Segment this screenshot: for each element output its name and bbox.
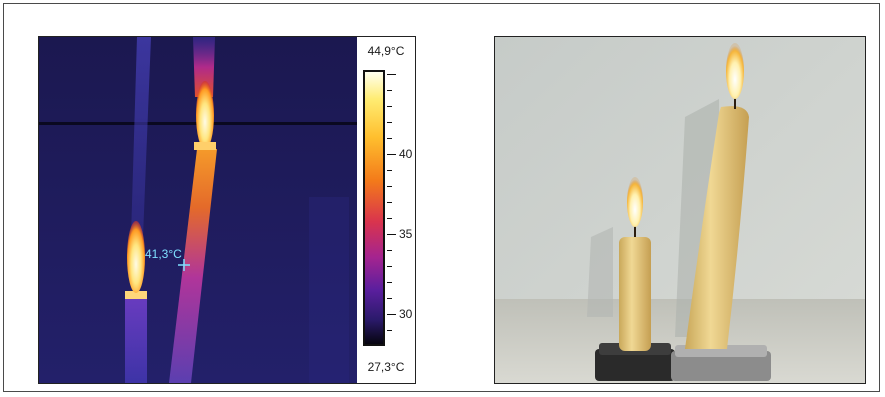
left-candle-thermal (125, 295, 147, 383)
right-flame-thermal (196, 81, 214, 149)
photo-panel (494, 36, 866, 384)
scale-tick-label: 35 (399, 227, 413, 241)
right-candle-thermal (169, 149, 217, 383)
scale-tick-label: 30 (399, 307, 413, 321)
scale-max-label: 44,9°C (367, 44, 405, 58)
temperature-scale: 44,9°C 40 35 (357, 37, 415, 383)
spot-temperature-label: 41,3°C (145, 247, 182, 261)
scale-min-label: 27,3°C (367, 360, 405, 374)
left-flame-thermal (127, 221, 145, 293)
scale-tick-label: 40 (399, 147, 413, 161)
thermal-image: 41,3°C (39, 37, 357, 383)
scale-ticks (387, 70, 397, 346)
candles-photo (495, 37, 865, 383)
crosshair-icon (178, 259, 190, 271)
figure-frame: 41,3°C 44,9°C (3, 3, 880, 392)
thermal-panel: 41,3°C 44,9°C (38, 36, 416, 384)
color-scale-bar (363, 70, 385, 346)
tall-candle (671, 43, 771, 381)
short-candle (595, 177, 675, 381)
